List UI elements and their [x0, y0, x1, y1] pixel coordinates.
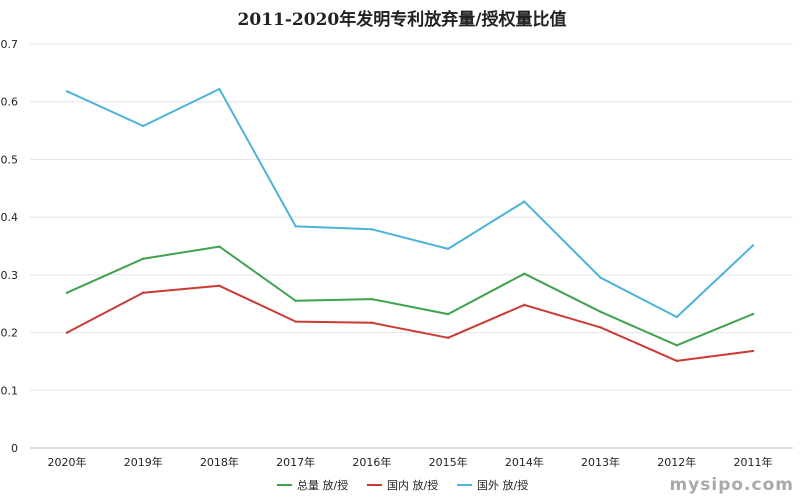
data-point [523, 200, 526, 203]
x-tick-label: 2018年 [200, 455, 239, 469]
data-point [599, 276, 602, 279]
y-tick-label: 0.2 [1, 327, 19, 340]
data-point [294, 299, 297, 303]
grid-lines [30, 43, 793, 449]
data-point [142, 257, 145, 260]
x-tick-label: 2014年 [505, 455, 544, 469]
chart-title: 2011-2020年发明专利放弃量/授权量比值 [238, 9, 567, 30]
data-point [370, 321, 374, 324]
data-point [218, 245, 221, 248]
series-line [66, 284, 754, 362]
series-lines [65, 87, 755, 363]
data-point [218, 87, 221, 91]
y-tick-label: 0.4 [1, 211, 19, 224]
data-point [65, 90, 69, 93]
data-point [751, 312, 755, 316]
y-tick-label: 0.7 [1, 38, 19, 51]
x-tick-label: 2013年 [581, 455, 620, 469]
data-point [446, 336, 450, 339]
x-tick-label: 2016年 [352, 455, 391, 469]
data-point [142, 291, 145, 294]
legend-item: 总量 放/授 [277, 478, 348, 492]
data-point [218, 284, 221, 288]
x-tick-label: 2019年 [124, 455, 163, 469]
y-tick-label: 0 [11, 442, 18, 455]
data-point [294, 320, 297, 323]
data-point [142, 124, 145, 128]
legend-label: 总量 放/授 [297, 478, 348, 492]
series-line [66, 245, 754, 347]
data-point [294, 225, 297, 228]
data-point [599, 310, 602, 313]
data-point [446, 247, 450, 251]
data-point [751, 244, 755, 247]
legend-label: 国外 放/授 [477, 478, 528, 492]
data-point [751, 349, 755, 353]
series-line [66, 88, 754, 318]
data-point [65, 291, 69, 294]
legend-item: 国外 放/授 [457, 478, 528, 492]
x-tick-label: 2020年 [48, 455, 87, 469]
data-point [675, 315, 678, 319]
y-tick-label: 0.3 [1, 269, 19, 282]
legend-item: 国内 放/授 [367, 478, 438, 492]
data-point [675, 359, 678, 363]
data-point [370, 297, 374, 301]
y-tick-label: 0.1 [1, 384, 19, 397]
data-point [523, 272, 526, 275]
legend-label: 国内 放/授 [387, 478, 438, 492]
data-point [370, 228, 374, 231]
data-point [599, 326, 602, 329]
x-tick-label: 2017年 [276, 455, 315, 469]
data-point [523, 303, 526, 307]
data-point [65, 331, 69, 334]
x-tick-label: 2011年 [734, 455, 773, 469]
x-tick-label: 2012年 [657, 455, 696, 469]
x-axis-ticks: 2020年 2019年 2018年 2017年 2016年 2015年 2014年 2013年… [48, 455, 773, 469]
y-tick-label: 0.5 [1, 153, 19, 166]
x-tick-label: 2015年 [429, 455, 468, 469]
legend: 总量 放/授 国内 放/授 国外 放/授 [277, 478, 528, 492]
data-point [675, 344, 678, 347]
watermark: mysipo.com [669, 475, 794, 495]
data-point [446, 312, 450, 316]
y-tick-label: 0.6 [1, 96, 19, 109]
y-axis-ticks: 0 0.1 0.2 0.3 0.4 0.5 0.6 0.7 [1, 38, 19, 455]
